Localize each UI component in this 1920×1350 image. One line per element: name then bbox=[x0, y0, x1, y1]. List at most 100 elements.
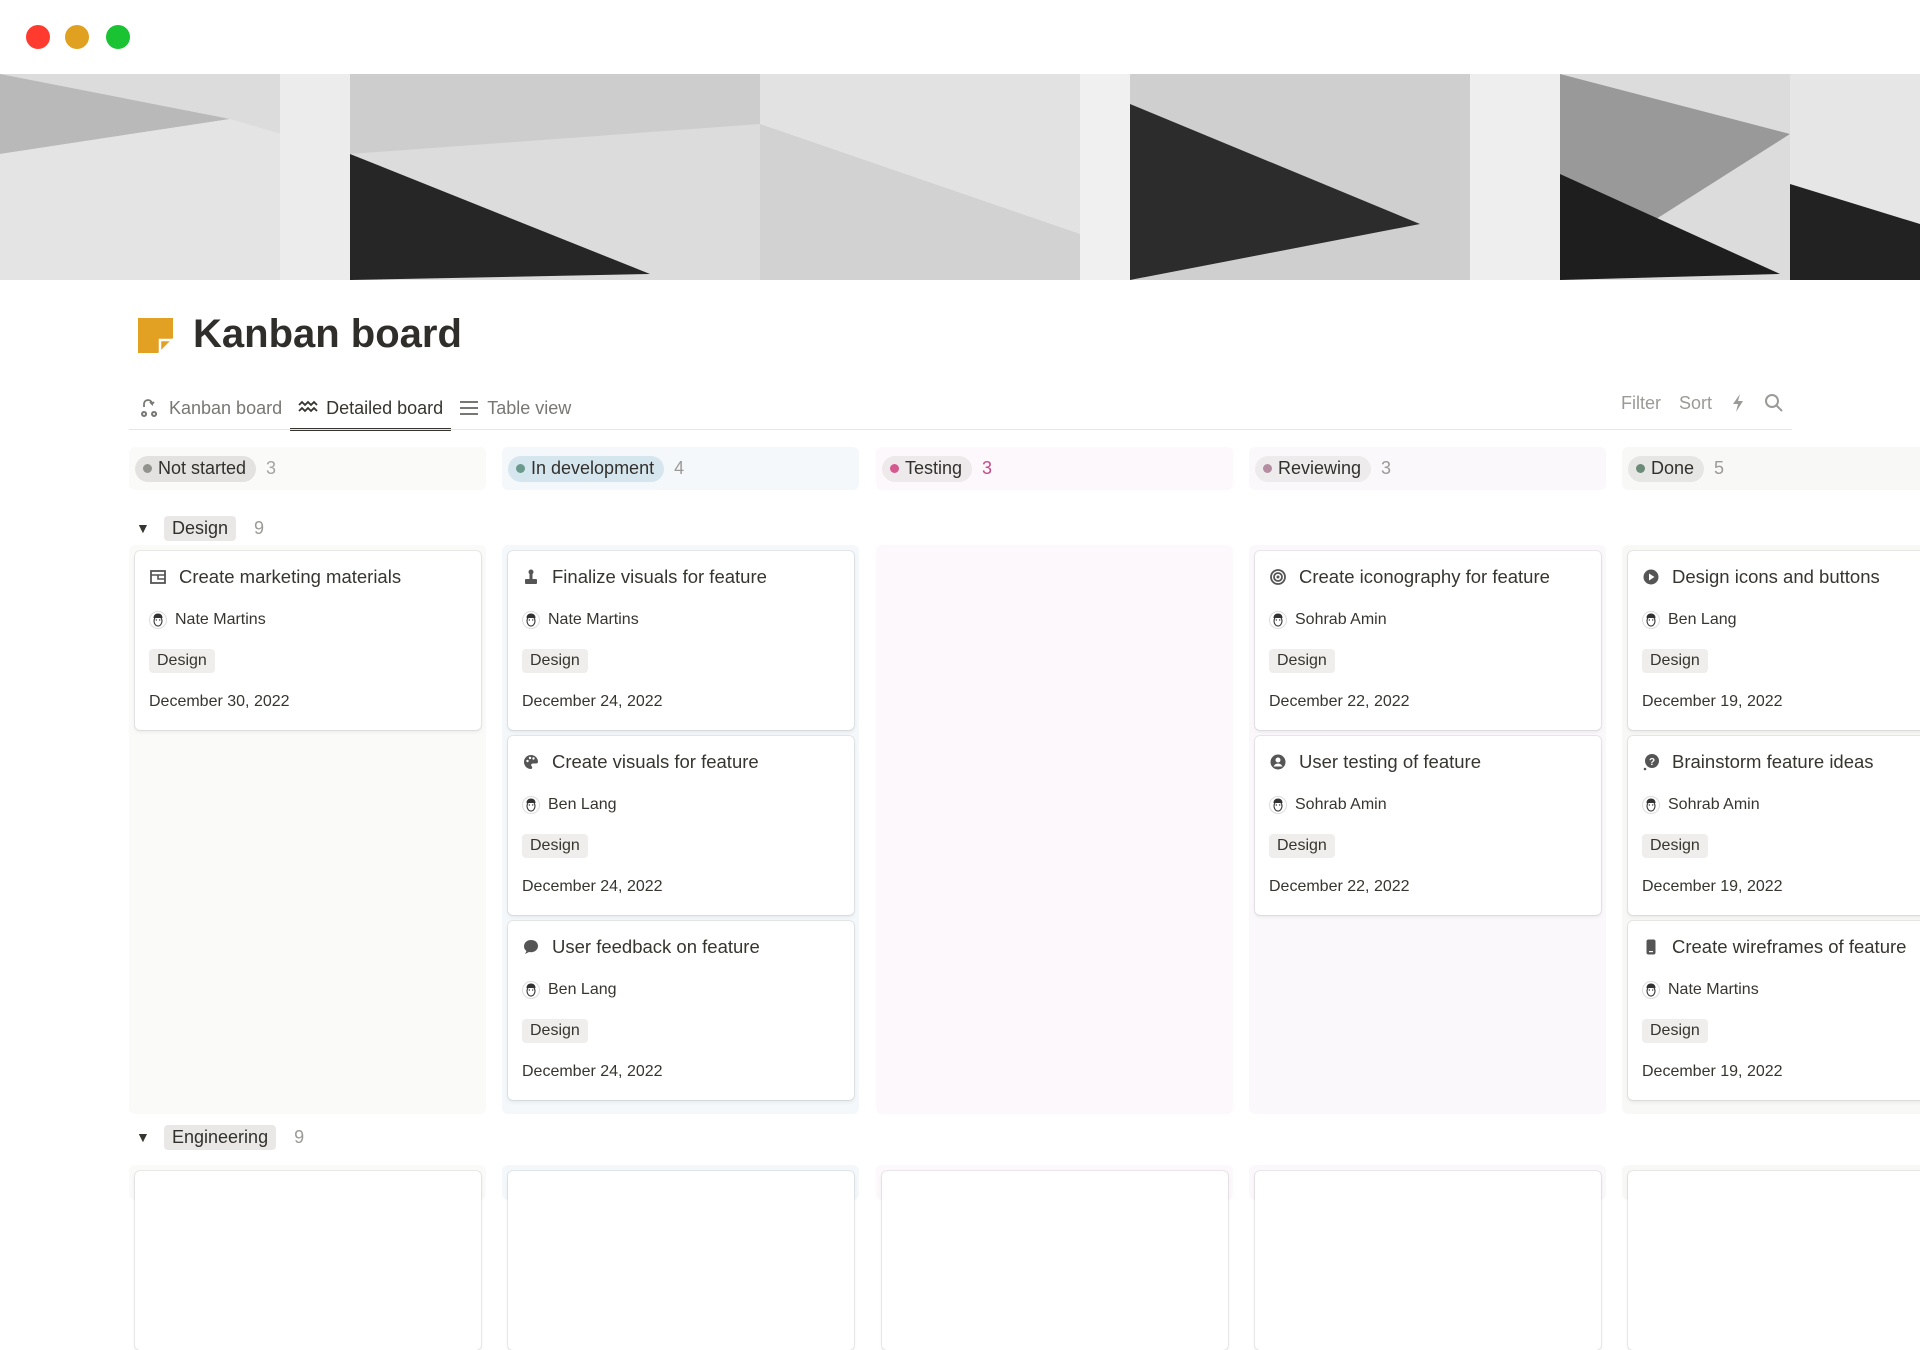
card-title: Finalize visuals for feature bbox=[522, 566, 767, 588]
minimize-window-button[interactable] bbox=[65, 25, 89, 49]
card-placeholder[interactable] bbox=[1628, 1171, 1920, 1350]
assignee-name: Ben Lang bbox=[1668, 611, 1737, 628]
assignee-name: Nate Martins bbox=[175, 611, 266, 628]
column-header-in-development[interactable]: In development 4 bbox=[502, 447, 859, 490]
due-date: December 24, 2022 bbox=[522, 693, 663, 710]
avatar-icon bbox=[149, 611, 167, 629]
sticky-note-icon bbox=[138, 318, 173, 353]
assignee-name: Sohrab Amin bbox=[1668, 796, 1760, 813]
card-title-text: Design icons and buttons bbox=[1672, 566, 1880, 587]
toolbar: Filter Sort bbox=[1621, 390, 1784, 416]
tag-badge: Design bbox=[522, 1019, 588, 1043]
tab-label: Kanban board bbox=[169, 397, 283, 418]
card-title: User testing of feature bbox=[1269, 751, 1481, 773]
due-date: December 19, 2022 bbox=[1642, 1063, 1783, 1080]
assignee-name: Nate Martins bbox=[548, 611, 639, 628]
card-title: Create iconography for feature bbox=[1269, 566, 1550, 588]
due-date: December 22, 2022 bbox=[1269, 693, 1410, 710]
card-title: Design icons and buttons bbox=[1642, 566, 1880, 588]
tab-kanban-board[interactable]: Kanban board bbox=[133, 386, 290, 430]
column-header-testing[interactable]: Testing 3 bbox=[876, 447, 1233, 490]
collapse-triangle-icon[interactable]: ▼ bbox=[136, 520, 150, 536]
status-count: 4 bbox=[674, 458, 685, 478]
card-placeholder[interactable] bbox=[882, 1171, 1228, 1350]
status-label: Reviewing bbox=[1278, 458, 1362, 478]
tag-badge: Design bbox=[149, 649, 215, 673]
svg-text:?: ? bbox=[1649, 757, 1655, 768]
task-card[interactable]: Create wireframes of feature Nate Martins… bbox=[1628, 921, 1920, 1100]
tag-badge: Design bbox=[1642, 1019, 1708, 1043]
tag-badge: Design bbox=[522, 649, 588, 673]
task-card[interactable]: Design icons and buttons Ben Lang Design De… bbox=[1628, 551, 1920, 730]
group-header-design: ▼ Design 9 bbox=[136, 514, 264, 542]
play-circle-icon bbox=[1643, 569, 1659, 585]
task-card[interactable]: Create iconography for feature Sohrab Ami… bbox=[1255, 551, 1601, 730]
status-label: In development bbox=[531, 458, 655, 478]
collapse-triangle-icon[interactable]: ▼ bbox=[136, 1129, 150, 1145]
avatar-icon bbox=[1642, 796, 1660, 814]
card-title-text: Brainstorm feature ideas bbox=[1672, 751, 1874, 772]
assignee: Nate Martins bbox=[149, 611, 266, 629]
status-pill: In development bbox=[508, 455, 665, 482]
card-title-text: Create wireframes of feature bbox=[1672, 936, 1907, 957]
status-pill: Not started bbox=[135, 455, 257, 482]
task-card[interactable]: Finalize visuals for feature Nate Martins… bbox=[508, 551, 854, 730]
due-date: December 24, 2022 bbox=[522, 1063, 663, 1080]
close-window-button[interactable] bbox=[26, 25, 50, 49]
avatar-icon bbox=[1269, 796, 1287, 814]
status-pill: Testing bbox=[882, 455, 973, 482]
group-label[interactable]: Engineering bbox=[164, 1124, 277, 1150]
assignee-name: Nate Martins bbox=[1668, 981, 1759, 998]
zoom-window-button[interactable] bbox=[106, 25, 130, 49]
due-date: December 22, 2022 bbox=[1269, 878, 1410, 895]
board-lane: Create marketing materials Nate Martins De… bbox=[129, 545, 486, 1114]
column-header-reviewing[interactable]: Reviewing 3 bbox=[1249, 447, 1606, 490]
palette-icon bbox=[524, 755, 538, 769]
status-dot bbox=[1636, 464, 1645, 473]
assignee-name: Sohrab Amin bbox=[1295, 611, 1387, 628]
card-placeholder[interactable] bbox=[135, 1171, 481, 1350]
tag-badge: Design bbox=[522, 834, 588, 858]
column-header-done[interactable]: Done 5 bbox=[1622, 447, 1920, 490]
assignee-name: Ben Lang bbox=[548, 796, 617, 813]
board-lane bbox=[502, 1165, 859, 1350]
search-icon[interactable] bbox=[1764, 393, 1784, 413]
assignee: Sohrab Amin bbox=[1269, 611, 1387, 629]
tab-detailed-board[interactable]: Detailed board bbox=[290, 386, 452, 431]
sort-button[interactable]: Sort bbox=[1678, 392, 1712, 413]
task-card[interactable]: ? Brainstorm feature ideas Sohrab Amin Desi… bbox=[1628, 736, 1920, 915]
card-placeholder[interactable] bbox=[508, 1171, 854, 1350]
tab-table-view[interactable]: Table view bbox=[451, 386, 579, 430]
board-lane bbox=[876, 545, 1233, 1114]
avatar-icon bbox=[1269, 611, 1287, 629]
assignee-name: Sohrab Amin bbox=[1295, 796, 1387, 813]
column-header-not-started[interactable]: Not started 3 bbox=[129, 447, 486, 490]
group-label[interactable]: Design bbox=[164, 515, 237, 541]
phone-icon bbox=[1646, 939, 1656, 955]
tab-label: Table view bbox=[487, 397, 572, 418]
task-card[interactable]: User feedback on feature Ben Lang Design De… bbox=[508, 921, 854, 1100]
status-count: 5 bbox=[1714, 458, 1725, 478]
tab-label: Detailed board bbox=[326, 397, 444, 418]
tag-badge: Design bbox=[1269, 649, 1335, 673]
lightning-icon[interactable] bbox=[1730, 393, 1746, 413]
zigzag-icon bbox=[298, 400, 318, 413]
card-placeholder[interactable] bbox=[1255, 1171, 1601, 1350]
status-pill: Reviewing bbox=[1255, 455, 1372, 482]
card-title-text: Create visuals for feature bbox=[552, 751, 759, 772]
status-dot bbox=[516, 464, 525, 473]
board-lane bbox=[1249, 1165, 1606, 1350]
assignee-name: Ben Lang bbox=[548, 981, 617, 998]
due-date: December 19, 2022 bbox=[1642, 693, 1783, 710]
board-lane bbox=[876, 1165, 1233, 1350]
task-card[interactable]: Create visuals for feature Ben Lang Design… bbox=[508, 736, 854, 915]
kanban-icon bbox=[141, 399, 158, 417]
board-lane bbox=[129, 1165, 486, 1350]
task-card[interactable]: Create marketing materials Nate Martins De… bbox=[135, 551, 481, 730]
board-lane bbox=[1622, 1165, 1920, 1350]
card-title: Create wireframes of feature bbox=[1642, 936, 1906, 958]
board-lane: Design icons and buttons Ben Lang Design De… bbox=[1622, 545, 1920, 1114]
filter-button[interactable]: Filter bbox=[1620, 392, 1661, 413]
task-card[interactable]: User testing of feature Sohrab Amin Design… bbox=[1255, 736, 1601, 915]
due-date: December 24, 2022 bbox=[522, 878, 663, 895]
